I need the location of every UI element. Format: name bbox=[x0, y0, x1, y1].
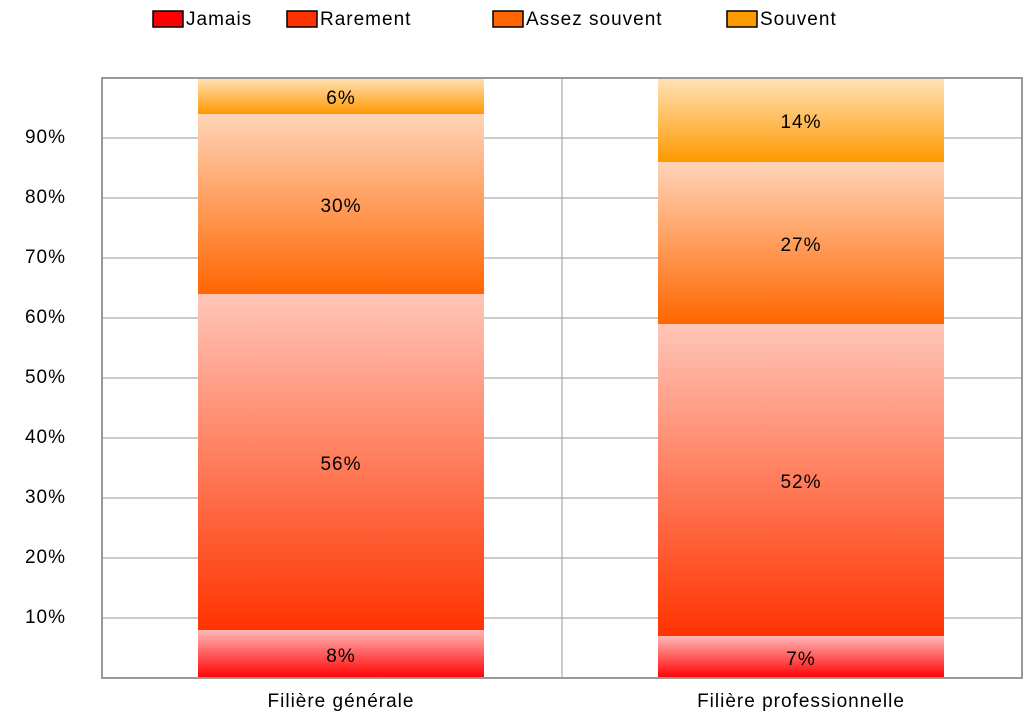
bar-segment bbox=[658, 636, 944, 678]
legend-label: Souvent bbox=[760, 9, 837, 30]
data-label: 7% bbox=[786, 649, 815, 670]
legend-swatch bbox=[492, 10, 524, 28]
legend-label: Jamais bbox=[186, 9, 252, 30]
data-label: 14% bbox=[780, 112, 821, 133]
y-tick-label: 70% bbox=[25, 247, 66, 268]
bar-segment bbox=[658, 162, 944, 324]
y-tick-label: 80% bbox=[25, 187, 66, 208]
data-label: 56% bbox=[320, 454, 361, 475]
data-label: 8% bbox=[326, 646, 355, 667]
legend-label: Assez souvent bbox=[526, 9, 663, 30]
data-label: 27% bbox=[780, 235, 821, 256]
x-tick-label: Filière professionnelle bbox=[697, 691, 905, 712]
bar-segment bbox=[198, 78, 484, 114]
legend-swatch bbox=[286, 10, 318, 28]
data-label: 6% bbox=[326, 88, 355, 109]
bar-segment bbox=[198, 114, 484, 294]
y-tick-label: 90% bbox=[25, 127, 66, 148]
plot-frame bbox=[101, 77, 1023, 679]
bar-segment bbox=[658, 324, 944, 636]
data-label: 52% bbox=[780, 472, 821, 493]
legend-swatch bbox=[726, 10, 758, 28]
y-tick-label: 60% bbox=[25, 307, 66, 328]
y-tick-label: 30% bbox=[25, 487, 66, 508]
data-label: 30% bbox=[320, 196, 361, 217]
bar-segment bbox=[658, 78, 944, 162]
y-tick-label: 10% bbox=[25, 607, 66, 628]
y-tick-label: 40% bbox=[25, 427, 66, 448]
x-tick-label: Filière générale bbox=[268, 691, 415, 712]
y-tick-label: 50% bbox=[25, 367, 66, 388]
y-tick-label: 20% bbox=[25, 547, 66, 568]
legend-swatch bbox=[152, 10, 184, 28]
bar-segment bbox=[198, 294, 484, 630]
bar-segment bbox=[198, 630, 484, 678]
legend-label: Rarement bbox=[320, 9, 411, 30]
